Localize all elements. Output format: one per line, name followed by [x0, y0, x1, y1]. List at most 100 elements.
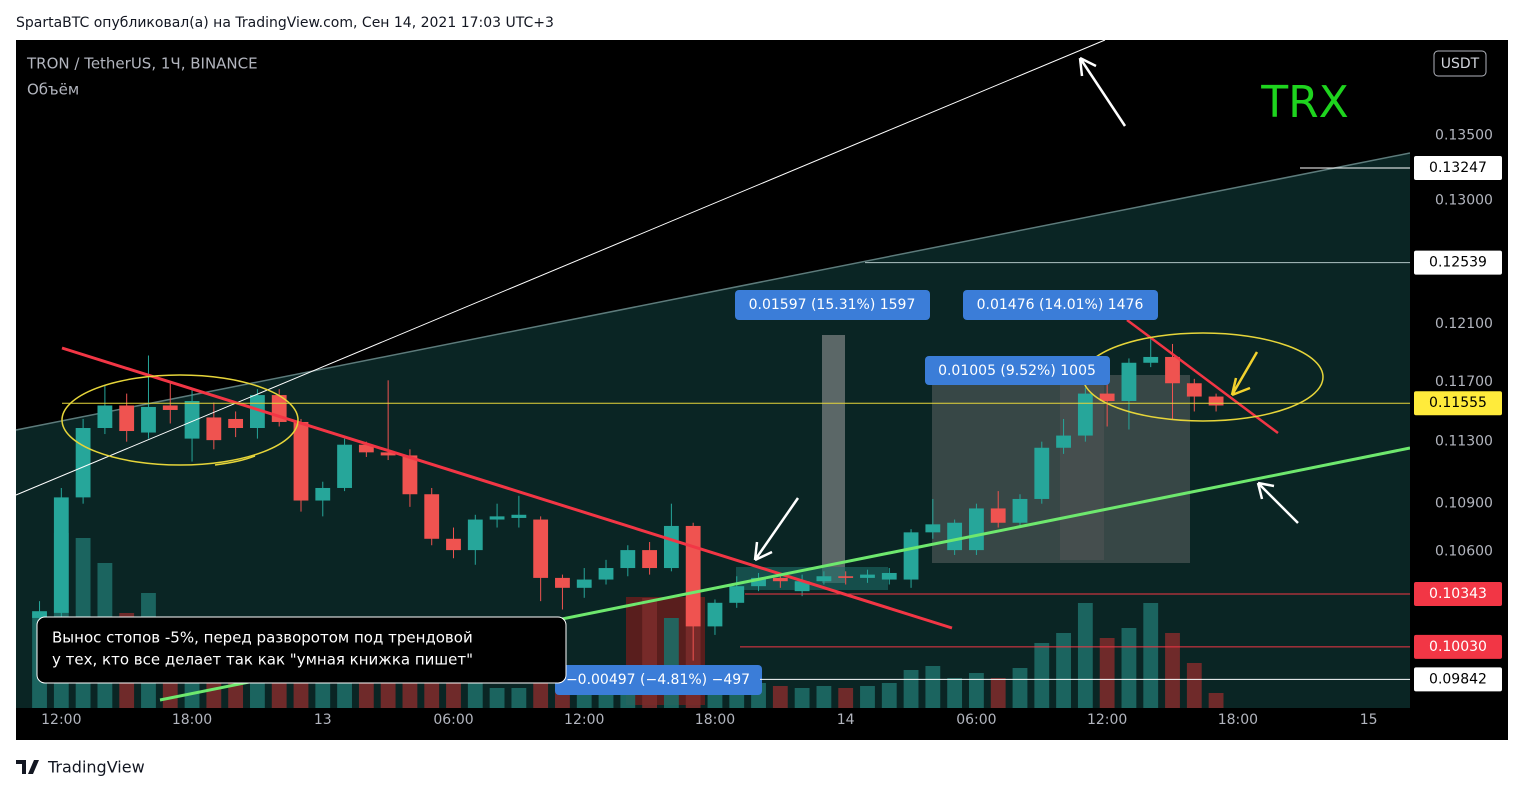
candle-body: [1099, 393, 1115, 402]
candle-body: [903, 532, 919, 580]
price-label-bg: [1414, 581, 1502, 606]
arrow: [753, 497, 800, 562]
candle-body: [424, 494, 440, 539]
volume-bar: [903, 670, 919, 708]
price-label: 0.09842: [1429, 671, 1487, 687]
candle-body: [772, 577, 788, 582]
volume-bar: [511, 688, 527, 708]
candle-body: [1165, 356, 1180, 384]
y-tick-label: 0.12100: [1435, 316, 1493, 332]
volume-bar: [860, 686, 875, 708]
measure-label-bg: [735, 290, 930, 320]
volume-bar: [772, 686, 788, 708]
x-tick-label: 14: [837, 712, 855, 728]
candle-body: [293, 421, 309, 501]
price-label: 0.10030: [1429, 639, 1487, 655]
volume-bar: [1143, 603, 1159, 708]
measure-label: −0.00497 (−4.81%) −497: [566, 672, 750, 688]
candle-body: [707, 602, 723, 627]
candle-body: [1143, 356, 1159, 363]
candle-body: [881, 572, 897, 580]
candle-body: [685, 525, 701, 627]
candle-body: [925, 524, 941, 533]
volume-bar: [446, 683, 461, 708]
candle-body: [228, 418, 244, 429]
arrow: [1078, 56, 1127, 127]
highlight-stroke: [214, 455, 256, 466]
candle-body: [642, 550, 658, 569]
x-tick-label: 06:00: [956, 712, 996, 728]
candle-body: [1034, 447, 1050, 499]
symbol-title: TRON / TetherUS, 1Ч, BINANCE: [26, 55, 258, 73]
trend-line: [61, 346, 953, 630]
price-label: 0.10343: [1429, 586, 1487, 602]
candle-body: [816, 576, 832, 582]
candle-body: [206, 417, 222, 441]
y-tick-label: 0.11300: [1435, 434, 1493, 450]
candle-body: [32, 611, 47, 618]
volume-label: Объём: [27, 81, 79, 99]
volume-bar: [969, 673, 984, 708]
volume-bar: [380, 678, 396, 708]
price-label-bg: [1414, 250, 1502, 275]
candle-body: [467, 519, 483, 551]
candle-body: [838, 576, 854, 578]
candle-body: [620, 550, 636, 569]
candle-body: [555, 577, 570, 588]
candle-body: [511, 514, 527, 518]
candle-body: [1208, 396, 1224, 406]
candle-body: [1077, 393, 1093, 436]
volume-bar: [1165, 633, 1180, 708]
measure-label-bg: [925, 356, 1110, 385]
header: SpartaBTC опубликовал(а) на TradingView.…: [16, 15, 554, 31]
price-label: 0.13247: [1429, 160, 1487, 176]
candle-body: [358, 444, 374, 453]
candle-body: [337, 444, 352, 488]
x-tick-label: 18:00: [695, 712, 735, 728]
volume-bar: [1077, 603, 1093, 708]
candle-body: [489, 516, 505, 520]
x-tick-label: 12:00: [1087, 712, 1127, 728]
candle-body: [969, 508, 984, 551]
volume-bar: [990, 678, 1006, 708]
volume-bar: [1012, 668, 1028, 708]
arrow: [1256, 481, 1299, 524]
candle-body: [533, 519, 549, 578]
candle-body: [598, 568, 614, 580]
x-tick-label: 15: [1360, 712, 1378, 728]
volume-bar: [1056, 633, 1071, 708]
x-tick-label: 12:00: [41, 712, 81, 728]
annotation: TRX: [1260, 77, 1349, 128]
volume-bar: [794, 688, 810, 708]
trend-line: [15, 39, 1106, 496]
volume-bar: [838, 688, 854, 708]
candle-body: [315, 487, 331, 501]
price-label: 0.12539: [1429, 255, 1487, 271]
candle-body: [141, 406, 156, 433]
candle-body: [380, 452, 396, 456]
measure-label: 0.01597 (15.31%) 1597: [749, 297, 916, 313]
y-tick-label: 0.11700: [1435, 374, 1493, 390]
currency: USDT: [1441, 56, 1480, 72]
candle-body: [860, 574, 875, 578]
candle-body: [1121, 362, 1137, 402]
candle-body: [53, 497, 69, 613]
measure-label: 0.01476 (14.01%) 1476: [977, 297, 1144, 313]
candle-body: [162, 405, 178, 410]
volume-bar: [533, 683, 549, 708]
y-tick-label: 0.10600: [1435, 544, 1493, 560]
candle-body: [990, 508, 1006, 523]
volume-bar: [424, 683, 440, 708]
candle-body: [794, 581, 810, 592]
highlight-ellipse: [61, 374, 299, 466]
x-tick-label: 18:00: [172, 712, 212, 728]
candle-body: [1012, 498, 1028, 523]
x-tick-label: 12:00: [564, 712, 604, 728]
volume-bar: [947, 678, 963, 708]
candle-body: [446, 538, 461, 551]
volume-bar: [1121, 628, 1137, 708]
x-tick-label: 18:00: [1218, 712, 1258, 728]
price-label-bg: [1414, 156, 1502, 181]
measure-box: [822, 335, 845, 583]
